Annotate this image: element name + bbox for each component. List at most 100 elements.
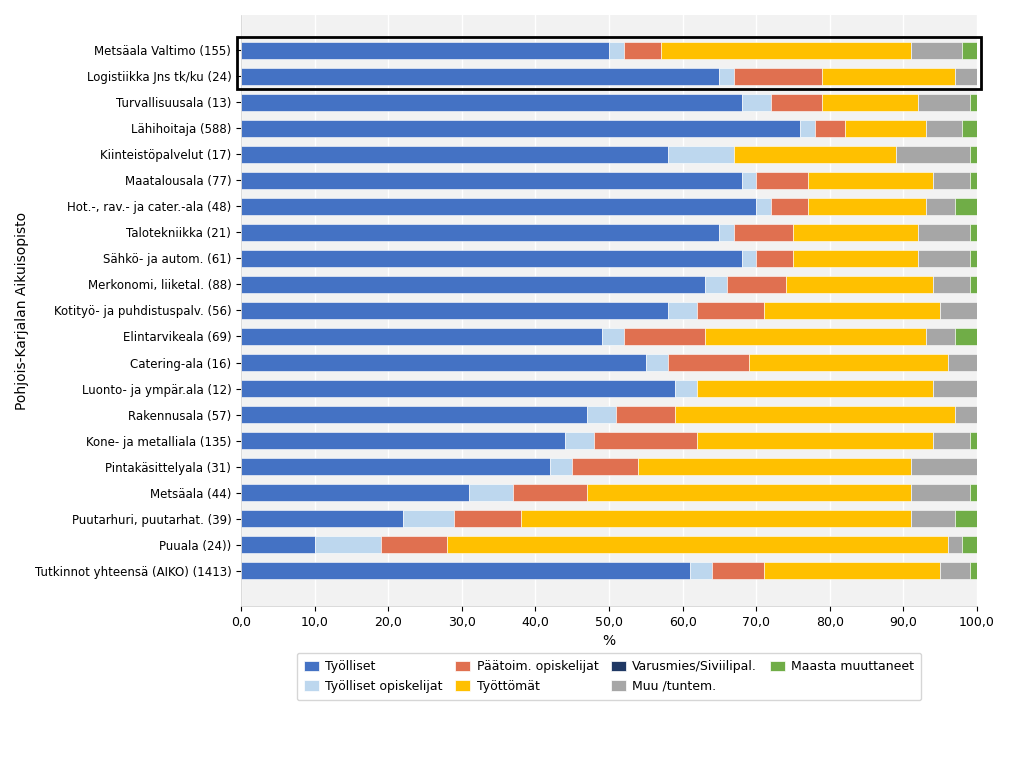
Bar xyxy=(963,120,977,137)
Bar xyxy=(970,224,977,241)
Bar xyxy=(748,354,947,371)
Bar xyxy=(911,510,955,527)
Bar xyxy=(734,146,896,163)
Bar xyxy=(756,198,771,215)
Bar xyxy=(645,354,668,371)
Bar xyxy=(241,68,719,85)
Bar xyxy=(602,328,624,345)
Bar xyxy=(624,42,661,58)
Bar xyxy=(668,302,697,319)
Bar xyxy=(241,276,705,293)
Bar xyxy=(624,328,705,345)
Bar xyxy=(970,250,977,267)
Bar xyxy=(940,562,970,579)
Bar xyxy=(697,432,933,449)
Bar xyxy=(771,94,822,111)
Bar xyxy=(241,42,609,58)
Bar xyxy=(241,458,550,475)
Bar xyxy=(616,406,676,423)
Bar xyxy=(925,198,955,215)
Bar xyxy=(241,146,668,163)
Bar xyxy=(668,354,748,371)
Bar xyxy=(734,224,793,241)
Bar xyxy=(970,432,977,449)
Bar xyxy=(241,432,565,449)
Bar xyxy=(955,406,977,423)
Bar xyxy=(241,250,741,267)
Bar xyxy=(918,250,970,267)
Bar xyxy=(963,42,977,58)
Bar xyxy=(697,302,764,319)
Bar xyxy=(521,510,911,527)
Bar xyxy=(911,458,977,475)
Bar xyxy=(315,536,381,553)
Bar xyxy=(741,250,756,267)
X-axis label: %: % xyxy=(603,634,616,648)
Bar xyxy=(241,536,315,553)
Bar xyxy=(676,406,955,423)
Bar xyxy=(587,406,616,423)
Bar xyxy=(955,328,977,345)
Bar xyxy=(697,380,933,397)
Bar xyxy=(719,224,734,241)
Bar xyxy=(470,484,513,501)
Legend: Työlliset, Työlliset opiskelijat, Päätoim. opiskelijat, Työttömät, Varusmies/Siv: Työlliset, Työlliset opiskelijat, Päätoi… xyxy=(297,653,921,700)
Bar xyxy=(676,380,697,397)
Bar xyxy=(550,458,573,475)
Bar xyxy=(947,536,963,553)
Bar xyxy=(970,276,977,293)
Bar xyxy=(734,68,822,85)
Bar xyxy=(793,250,918,267)
Bar xyxy=(403,510,454,527)
Bar xyxy=(911,42,963,58)
Y-axis label: Pohjois-Karjalan Aikuisopisto: Pohjois-Karjalan Aikuisopisto xyxy=(15,211,29,410)
Bar xyxy=(925,328,955,345)
Bar xyxy=(587,484,911,501)
Bar xyxy=(241,406,587,423)
Bar xyxy=(896,146,970,163)
Bar xyxy=(661,42,911,58)
Bar xyxy=(241,380,676,397)
Bar xyxy=(925,120,963,137)
Bar xyxy=(381,536,447,553)
Bar xyxy=(970,172,977,189)
Bar xyxy=(705,276,727,293)
Bar xyxy=(970,146,977,163)
Bar xyxy=(741,94,771,111)
Bar xyxy=(241,172,741,189)
Bar xyxy=(955,510,977,527)
Bar xyxy=(764,302,940,319)
Bar xyxy=(241,484,470,501)
Bar xyxy=(970,484,977,501)
Bar xyxy=(793,224,918,241)
Bar xyxy=(241,302,668,319)
Bar xyxy=(815,120,844,137)
Bar xyxy=(844,120,925,137)
Bar xyxy=(454,510,521,527)
Bar xyxy=(955,198,977,215)
Bar xyxy=(513,484,587,501)
Bar xyxy=(955,68,977,85)
Bar xyxy=(594,432,697,449)
Bar xyxy=(786,276,933,293)
Bar xyxy=(918,94,970,111)
Bar xyxy=(719,68,734,85)
Bar xyxy=(727,276,786,293)
Bar xyxy=(712,562,764,579)
Bar xyxy=(241,562,690,579)
Bar xyxy=(822,94,918,111)
Bar xyxy=(963,536,977,553)
Bar xyxy=(573,458,638,475)
Bar xyxy=(933,276,970,293)
Bar xyxy=(933,432,970,449)
Bar xyxy=(940,302,977,319)
Bar xyxy=(808,198,925,215)
Bar xyxy=(933,172,970,189)
Bar xyxy=(241,198,756,215)
Bar xyxy=(933,380,977,397)
Bar xyxy=(241,354,645,371)
Bar xyxy=(970,562,977,579)
Bar xyxy=(756,250,793,267)
Bar xyxy=(947,354,977,371)
Bar xyxy=(241,224,719,241)
